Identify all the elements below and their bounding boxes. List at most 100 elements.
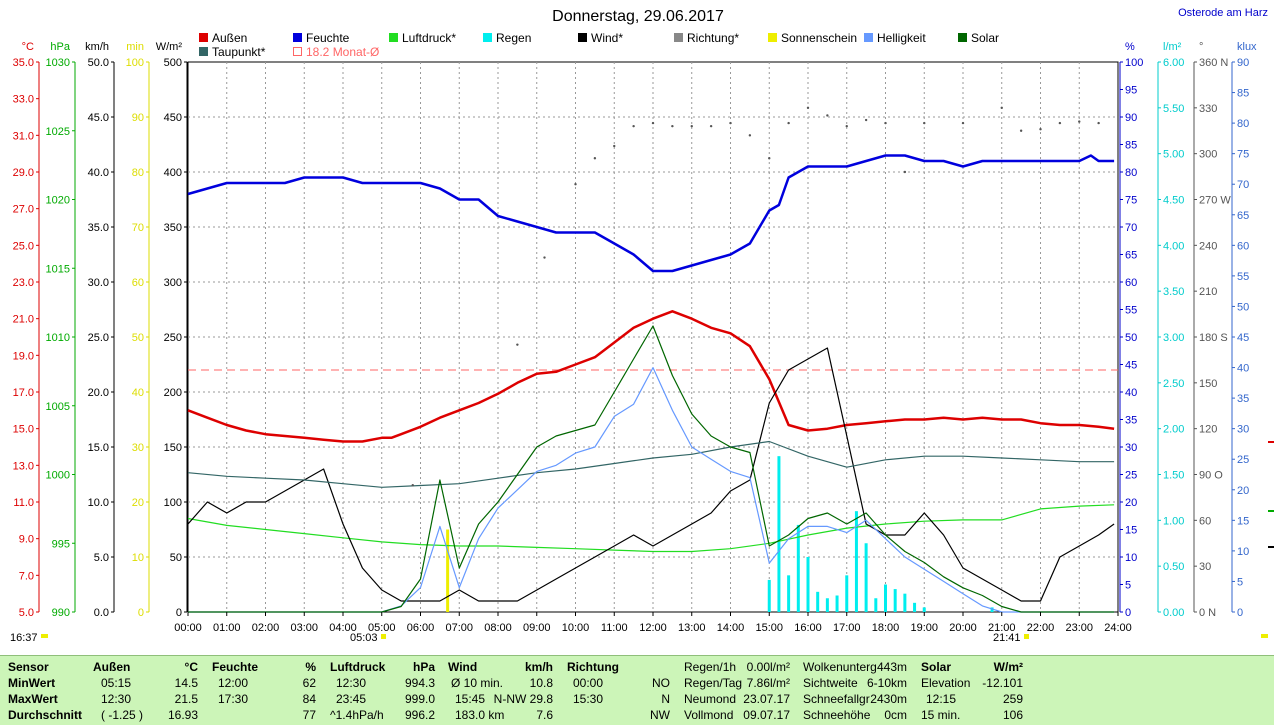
richtung-min-value: NO [652,676,670,690]
rain-bar [767,579,771,612]
axis-label-humidity_pct: 85 [1125,140,1137,152]
direction-point [884,121,887,125]
axis-label-rain_lm2: 0.00 [1163,607,1184,619]
rain-bar [854,511,858,612]
axis-label-solar_wm2: 400 [164,167,182,179]
axis-label-solar_wm2: 150 [164,442,182,454]
x-tick-label: 22:00 [1027,622,1055,634]
x-tick-label: 08:00 [484,622,512,634]
axis-label-direction_deg: 60 [1199,515,1211,527]
neumond-label: Neumond [684,692,737,706]
axis-label-brightness_klux: 85 [1237,88,1249,100]
axis-label-temperature_c: 9.0 [19,534,34,546]
axis-label-solar_wm2: 500 [164,57,182,69]
solar-max-value: 259 [1002,692,1023,706]
axis-label-brightness_klux: 0 [1237,607,1243,619]
aussen-max-value: 21.5 [174,692,198,706]
axis-label-pressure_hpa: 1005 [46,401,70,413]
rain-bar [825,598,829,612]
axis-label-humidity_pct: 100 [1125,57,1143,69]
axis-label-sunshine_min: 60 [132,277,144,289]
chart-grid [187,61,1119,613]
axis-unit-direction_deg: ° [1199,41,1203,53]
richtung-min-time: 00:00 [573,676,604,690]
axis-label-brightness_klux: 5 [1237,576,1243,588]
series-line-wind [187,347,1115,602]
solar-max-time: 12:15 [926,692,957,706]
axis-label-brightness_klux: 65 [1237,210,1249,222]
feuchte-avg-value: 77 [302,708,316,722]
axis-label-temperature_c: 35.0 [13,57,34,69]
axis-label-direction_deg: 210 [1199,286,1217,298]
axis-label-brightness_klux: 55 [1237,271,1249,283]
stats-label-max: MaxWert [8,692,58,706]
legend-label: Helligkeit [877,31,926,45]
axis-label-brightness_klux: 30 [1237,424,1249,436]
x-tick-label: 17:00 [833,622,861,634]
axis-label-temperature_c: 11.0 [13,497,34,509]
direction-point [690,124,693,128]
x-tick-label: 16:00 [794,622,822,634]
axis-label-pressure_hpa: 1020 [46,195,70,207]
luftdruck-min-value: 994.3 [404,676,435,690]
elevation-label: Elevation [921,676,971,690]
axis-label-sunshine_min: 20 [132,497,144,509]
axis-label-rain_lm2: 5.00 [1163,149,1184,161]
axis-unit-sunshine_min: min [126,41,144,53]
axis-label-temperature_c: 13.0 [13,460,34,472]
x-tick-label: 12:00 [639,622,667,634]
series-line-luftdruck [187,504,1115,553]
location-label: Osterode am Harz [1178,7,1268,19]
luftdruck-max-value: 999.0 [404,692,435,706]
stats-panel: Sensor MinWert MaxWert Durchschnitt Auße… [0,655,1274,725]
axis-label-solar_wm2: 250 [164,332,182,344]
aussen-min-value: 14.5 [174,676,198,690]
direction-point [709,124,713,128]
axis-label-solar_wm2: 0 [176,607,182,619]
axis-label-brightness_klux: 80 [1237,118,1249,130]
aussen-avg-value: 16.93 [167,708,198,722]
x-tick-label: 01:00 [213,622,241,634]
axis-label-humidity_pct: 45 [1125,360,1137,372]
direction-point [768,157,771,160]
legend-swatch [864,33,873,42]
stats-header-sensor: Sensor [8,660,49,674]
legend-label: Solar [971,31,999,45]
legend-swatch [674,33,683,42]
rain-bar [845,575,849,612]
x-tick-label: 24:00 [1104,622,1132,634]
stats-label-min: MinWert [8,676,56,690]
axis-label-sunshine_min: 30 [132,442,144,454]
axis-label-rain_lm2: 1.00 [1163,515,1184,527]
x-tick-label: 18:00 [872,622,900,634]
axis-label-solar_wm2: 300 [164,277,182,289]
x-tick-label: 14:00 [717,622,745,634]
axis-unit-pressure_hpa: hPa [50,41,70,53]
axis-label-humidity_pct: 70 [1125,222,1137,234]
legend-label: Wind* [591,31,623,45]
axis-label-direction_deg: 120 [1199,424,1217,436]
chart-axes: 00:00 01:00 02:00 03:00 04:00 05:00 06:00 07:00… [10,41,1274,644]
direction-point [1019,129,1023,132]
sichtweite-label: Sichtweite [803,676,858,690]
regen-1h-label: Regen/1h [684,660,737,674]
x-tick-label: 00:00 [174,622,202,634]
axis-label-wind_kmh: 40.0 [88,167,109,179]
stats-unit-feuchte: % [305,660,316,674]
axis-label-temperature_c: 23.0 [13,277,34,289]
axis-label-wind_kmh: 45.0 [88,112,109,124]
axis-unit-wind_kmh: km/h [85,41,109,53]
axis-label-temperature_c: 7.0 [19,570,34,582]
axis-label-temperature_c: 21.0 [13,314,34,326]
x-tick-label: 23:00 [1065,622,1093,634]
rain-bar [903,593,907,612]
x-tick-label: 06:00 [407,622,435,634]
axis-label-direction_deg: 240 [1199,240,1217,252]
direction-point [787,121,790,125]
axis-label-humidity_pct: 90 [1125,112,1137,124]
wolkenunterg-label: Wolkenunterg [803,660,877,674]
axis-label-rain_lm2: 2.00 [1163,424,1184,436]
axis-unit-temperature_c: °C [22,41,34,53]
axis-label-rain_lm2: 5.50 [1163,103,1184,115]
axis-label-brightness_klux: 35 [1237,393,1249,405]
